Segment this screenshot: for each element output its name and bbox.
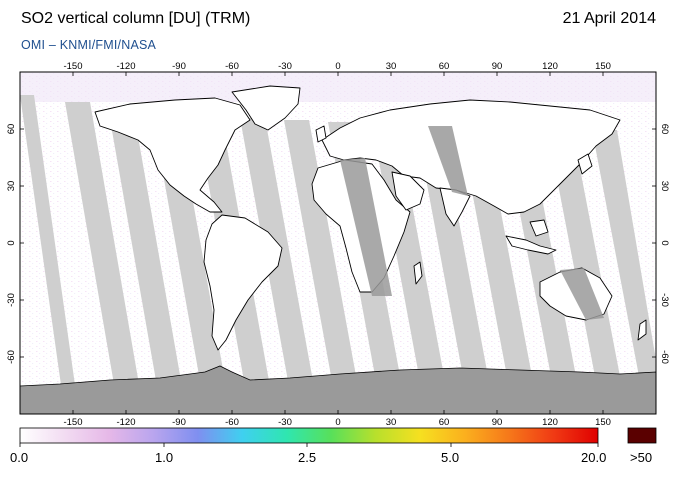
lon-label-top: -90 <box>172 61 186 72</box>
lon-label-top: -150 <box>63 61 82 72</box>
axis-tick-labels: -150 -150 -120 -120 -90 -90 -60 -60 -30 -30 0 0 30 30… <box>6 61 670 428</box>
swath-gap <box>284 120 359 392</box>
eurasia <box>321 99 621 215</box>
lon-label-bottom: 60 <box>439 417 450 428</box>
lon-label-top: -120 <box>116 61 135 72</box>
lon-label-top: 90 <box>492 61 503 72</box>
colorbar-ticks <box>19 443 599 447</box>
colorbar-label-2: 2.5 <box>298 450 317 465</box>
map-date: 21 April 2014 <box>562 10 656 27</box>
lon-label-bottom: -60 <box>225 417 239 428</box>
lon-label-bottom: -30 <box>278 417 292 428</box>
lon-label-top: 30 <box>386 61 397 72</box>
swath-gap <box>65 102 140 390</box>
data-gap-swaths <box>20 95 656 392</box>
lat-label-right: 30 <box>659 181 670 192</box>
arabia <box>391 171 425 211</box>
colorbar-label-0: 0.0 <box>10 450 29 465</box>
madagascar <box>413 261 423 285</box>
lon-label-bottom: 150 <box>595 417 611 428</box>
land-gap-shading <box>340 126 604 320</box>
lat-label-right: 0 <box>659 240 670 245</box>
lat-label-right: -60 <box>659 350 670 364</box>
swath-gap <box>416 126 491 392</box>
antarctica <box>20 365 656 414</box>
colorbar-label-1: 1.0 <box>155 450 174 465</box>
data-source-credit: OMI – KNMI/FMI/NASA <box>21 38 157 52</box>
lon-label-top: 0 <box>335 61 340 72</box>
south-america <box>203 214 283 351</box>
lon-label-bottom: 90 <box>492 417 503 428</box>
greenland <box>231 85 301 131</box>
lon-label-bottom: -120 <box>116 417 135 428</box>
lon-label-bottom: -150 <box>63 417 82 428</box>
map-area <box>20 72 656 414</box>
borneo <box>529 219 549 237</box>
continents <box>94 85 647 351</box>
great-britain <box>315 125 327 143</box>
lat-label-right: 60 <box>659 124 670 135</box>
map-title: SO2 vertical column [DU] (TRM) <box>21 10 251 27</box>
colorbar-label-3: 5.0 <box>441 450 460 465</box>
lon-label-bottom: 120 <box>542 417 558 428</box>
lon-label-bottom: 30 <box>386 417 397 428</box>
lon-label-bottom: 0 <box>335 417 340 428</box>
swath-gap <box>108 108 183 392</box>
lat-label-left: -60 <box>6 350 17 364</box>
colorbar-label-4: 20.0 <box>581 450 607 465</box>
lon-label-top: 120 <box>542 61 558 72</box>
lat-label-left: 30 <box>6 181 17 192</box>
lat-label-left: -30 <box>6 293 17 307</box>
lat-label-left: 0 <box>6 240 17 245</box>
new-zealand <box>637 319 647 341</box>
lon-label-bottom: -90 <box>172 417 186 428</box>
lat-label-left: 60 <box>6 124 17 135</box>
lon-label-top: 150 <box>595 61 611 72</box>
lon-label-top: -30 <box>278 61 292 72</box>
lon-label-top: -60 <box>225 61 239 72</box>
japan <box>577 153 593 175</box>
lon-label-top: 60 <box>439 61 450 72</box>
axis-ticks <box>20 72 656 414</box>
colorbar-overflow-box <box>627 427 657 444</box>
arctic-noise-band <box>20 72 656 102</box>
swath-gap <box>20 95 75 385</box>
indonesia <box>505 235 557 255</box>
colorbar <box>19 427 599 444</box>
swath-gap <box>548 132 623 392</box>
colorbar-overflow-label: >50 <box>630 450 653 465</box>
north-america <box>94 97 251 213</box>
lat-label-right: -30 <box>659 293 670 307</box>
